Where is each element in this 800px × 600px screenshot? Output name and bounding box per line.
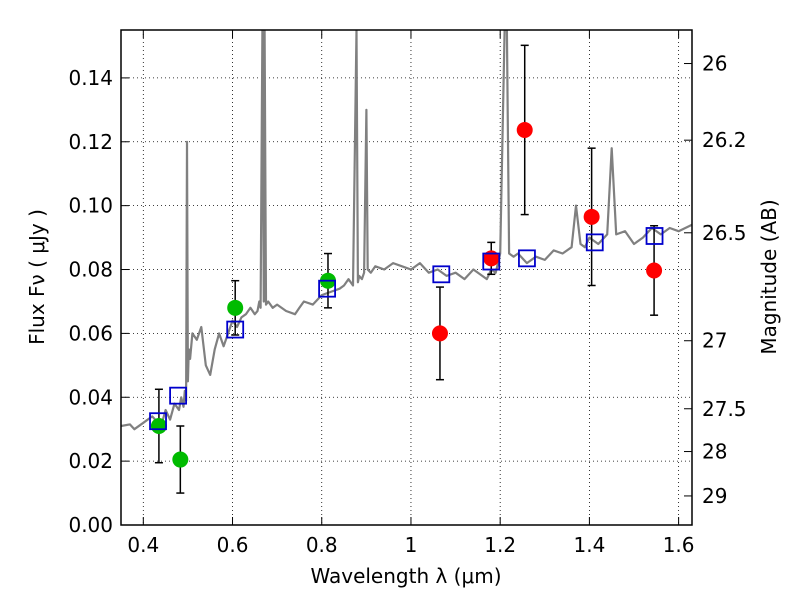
model-point: [585, 233, 604, 252]
data-point: [646, 262, 663, 279]
model-point: [645, 227, 664, 245]
model-point: [432, 265, 451, 284]
y-tick-label: 0.02: [68, 449, 113, 473]
y-tick-label: 0.04: [68, 385, 113, 409]
y-tick-label: 0.12: [68, 130, 113, 154]
y-tick-label: 0.00: [68, 513, 113, 537]
plot-area: [121, 30, 692, 494]
x-tick-label: 0.6: [217, 533, 249, 557]
x-tick-label: 1.2: [484, 533, 516, 557]
data-point: [150, 418, 167, 434]
right-tick-label: 27: [702, 329, 727, 353]
data-point: [583, 208, 600, 225]
plot-frame: [120, 29, 693, 526]
right-tick-label: 26: [702, 52, 727, 76]
grid-layer: [121, 30, 692, 526]
y-tick-label: 0.08: [68, 258, 113, 282]
y-tick-label: 0.10: [68, 194, 113, 218]
x-tick-label: 1.6: [663, 533, 695, 557]
right-tick-label: 26.2: [702, 128, 747, 152]
model-point: [482, 252, 501, 271]
data-point: [227, 299, 244, 316]
model-point: [226, 320, 245, 339]
right-tick-label: 26.5: [702, 221, 747, 245]
right-tick-label: 27.5: [702, 397, 747, 421]
x-tick-label: 0.8: [306, 533, 338, 557]
y-tick-label: 0.06: [68, 321, 113, 345]
x-axis-label: Wavelength λ (μm): [310, 564, 501, 588]
model-point: [169, 386, 188, 405]
x-tick-label: 1.4: [573, 533, 605, 557]
tick-layer: 0.4 0.6 0.8 1 1.2 1.4 1.6 0.00 0.02 0.04 0.06 0.08 0…: [68, 30, 747, 557]
y-axis-right-label: Magnitude (AB): [757, 199, 781, 354]
y-axis-label: Flux Fν ( μJy ): [25, 209, 49, 345]
model-point: [518, 249, 536, 268]
right-tick-label: 29: [702, 484, 727, 508]
model-point: [149, 412, 167, 431]
data-point: [431, 325, 448, 342]
y-tick-label: 0.14: [68, 66, 113, 90]
data-point: [172, 451, 189, 468]
x-tick-label: 0.4: [127, 533, 159, 557]
x-tick-label: 1: [405, 533, 418, 557]
right-tick-label: 28: [702, 440, 727, 464]
model-point: [318, 279, 336, 298]
spectrum-line: [121, 30, 692, 431]
data-point: [516, 121, 533, 138]
